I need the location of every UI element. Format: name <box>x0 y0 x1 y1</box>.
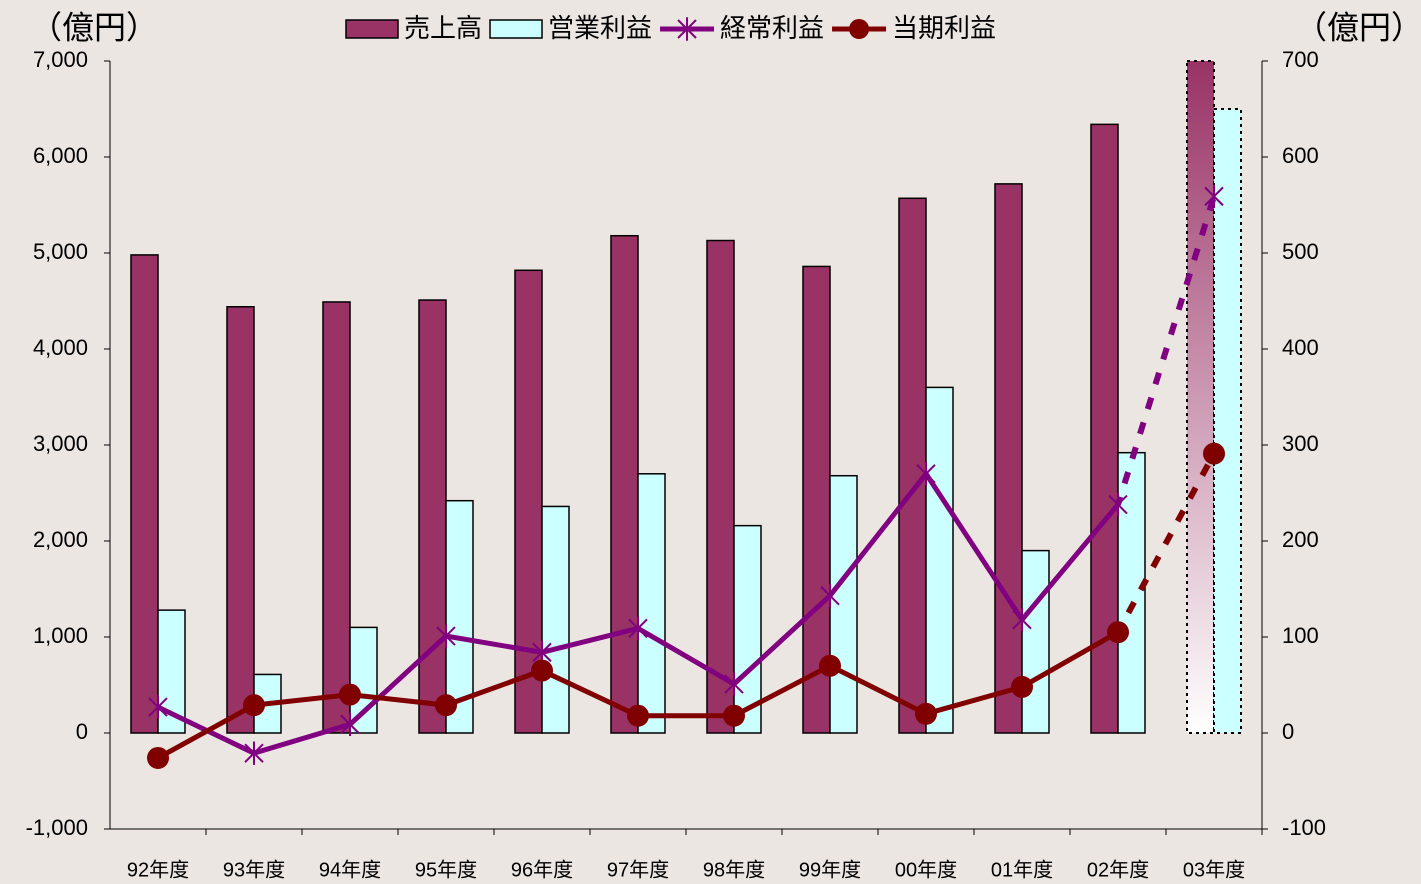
marker <box>1107 621 1129 644</box>
bar <box>349 626 378 734</box>
x-tick-label: 96年度 <box>511 858 573 881</box>
bar <box>1021 549 1050 734</box>
x-tick-label: 93年度 <box>223 858 285 881</box>
y2-tick-label: 100 <box>1282 623 1319 648</box>
legend-marker <box>677 17 697 41</box>
legend-label: 売上高 <box>404 13 482 43</box>
y2-tick-label: 0 <box>1282 719 1294 744</box>
y-tick-label: 0 <box>76 719 88 744</box>
x-tick-label: 02年度 <box>1087 858 1149 881</box>
x-tick-label: 01年度 <box>991 858 1053 881</box>
bar <box>445 499 474 734</box>
marker <box>435 694 457 717</box>
y2-tick-label: 700 <box>1282 47 1319 72</box>
bar <box>1213 108 1242 734</box>
y-tick-label: 6,000 <box>33 143 88 168</box>
marker <box>147 746 169 769</box>
y-tick-label: 5,000 <box>33 239 88 264</box>
bar <box>637 473 666 734</box>
bar <box>829 474 858 734</box>
marker <box>915 702 937 725</box>
marker <box>436 624 456 648</box>
legend-label: 営業利益 <box>548 13 652 43</box>
marker <box>1011 675 1033 698</box>
bar <box>226 306 255 734</box>
bar <box>1117 451 1146 734</box>
legend-label: 経常利益 <box>720 13 824 43</box>
legend-label: 当期利益 <box>892 13 996 43</box>
bar <box>322 301 351 734</box>
bar <box>925 386 954 734</box>
bar <box>898 197 927 734</box>
marker <box>628 616 648 641</box>
legend-swatch <box>489 19 543 39</box>
bar <box>733 524 762 734</box>
marker <box>339 683 361 706</box>
marker <box>148 695 168 719</box>
x-tick-label: 99年度 <box>799 858 861 881</box>
y-axis-label: （億円） <box>30 9 158 45</box>
marker <box>627 704 649 727</box>
y2-tick-label: 500 <box>1282 239 1319 264</box>
y-tick-label: 3,000 <box>33 431 88 456</box>
bar <box>706 239 735 734</box>
x-tick-label: 95年度 <box>415 858 477 881</box>
y-tick-label: 1,000 <box>33 623 88 648</box>
x-tick-label: 97年度 <box>607 858 669 881</box>
x-tick-label: 00年度 <box>895 858 957 881</box>
x-tick-label: 03年度 <box>1183 858 1245 881</box>
marker <box>820 584 840 608</box>
y-tick-label: -1,000 <box>26 815 88 840</box>
bar <box>1186 60 1215 734</box>
marker <box>243 694 265 717</box>
y2-tick-label: 200 <box>1282 527 1319 552</box>
bar <box>802 265 831 734</box>
bar <box>994 183 1023 734</box>
bar <box>610 234 639 734</box>
y-tick-label: 7,000 <box>33 47 88 72</box>
forecast-line <box>1115 195 1217 506</box>
marker <box>819 654 841 677</box>
y2-tick-label: 400 <box>1282 335 1319 360</box>
marker <box>1108 492 1128 517</box>
y-tick-label: 4,000 <box>33 335 88 360</box>
marker <box>916 462 936 486</box>
marker <box>531 659 553 682</box>
marker <box>723 704 745 727</box>
marker <box>340 712 360 737</box>
bar <box>418 299 447 734</box>
y2-tick-label: -100 <box>1282 815 1326 840</box>
y2-tick-label: 300 <box>1282 431 1319 456</box>
marker <box>244 741 264 765</box>
marker <box>1012 608 1032 632</box>
x-tick-label: 92年度 <box>127 858 189 881</box>
legend-marker <box>849 19 870 39</box>
marker <box>1204 184 1224 209</box>
y2-tick-label: 600 <box>1282 143 1319 168</box>
marker <box>724 672 744 696</box>
bar <box>130 254 159 734</box>
marker <box>1203 442 1225 465</box>
bar <box>541 505 570 734</box>
x-tick-label: 98年度 <box>703 858 765 881</box>
legend-swatch <box>345 19 399 39</box>
y-tick-label: 2,000 <box>33 527 88 552</box>
forecast-line <box>1115 452 1217 634</box>
y2-axis-label: （億円） <box>1295 9 1421 45</box>
x-tick-label: 94年度 <box>319 858 381 881</box>
